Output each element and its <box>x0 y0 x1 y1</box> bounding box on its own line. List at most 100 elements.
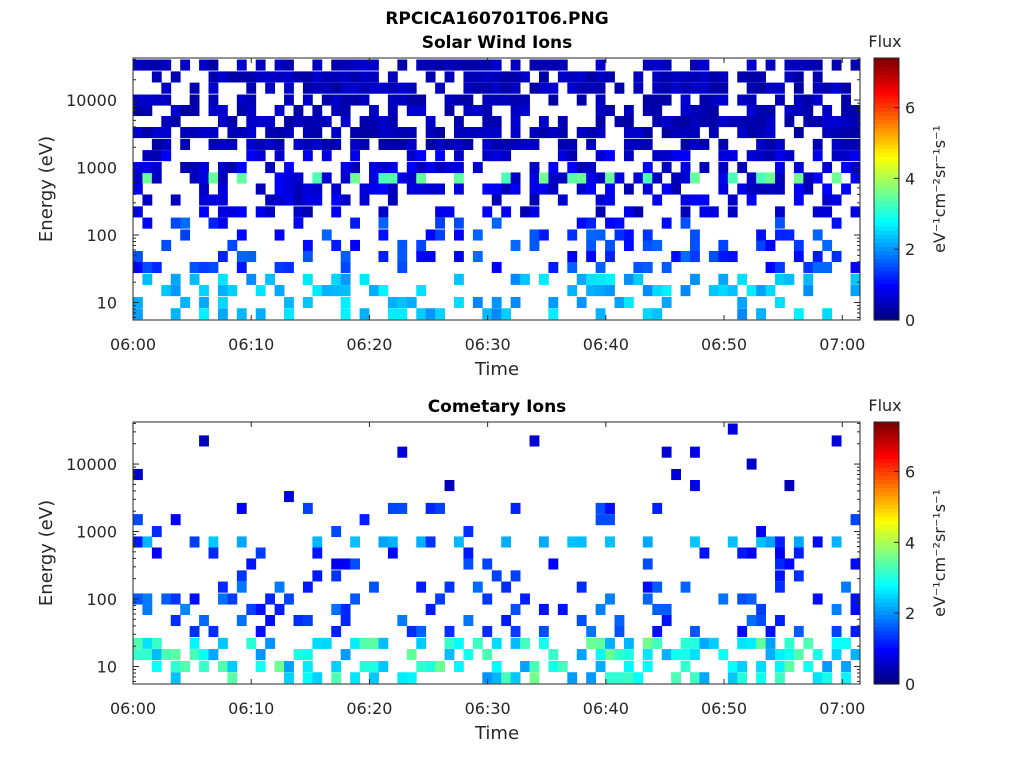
colorbar-segment <box>874 561 899 566</box>
heatmap-cell <box>623 206 634 218</box>
heatmap-cell <box>331 239 342 251</box>
heatmap-cell <box>482 672 493 684</box>
heatmap-cell <box>756 104 766 117</box>
heatmap-cell <box>605 593 615 605</box>
colorbar-segment <box>874 467 899 472</box>
heatmap-cell <box>831 172 842 184</box>
heatmap-cell <box>605 150 615 162</box>
heatmap-cell <box>690 229 700 241</box>
heatmap-cell <box>227 206 238 218</box>
x-tick-label: 06:20 <box>346 335 392 354</box>
heatmap-cell <box>274 261 285 274</box>
heatmap-cell <box>557 660 568 673</box>
heatmap-cell <box>746 116 757 128</box>
colorbar-segment <box>874 205 899 211</box>
heatmap-cell <box>369 660 379 673</box>
heatmap-cell <box>369 161 379 174</box>
heatmap-cell <box>133 649 143 661</box>
heatmap-solar-wind <box>133 59 861 320</box>
heatmap-cell <box>803 59 814 71</box>
heatmap-cell <box>586 71 597 83</box>
heatmap-cell <box>236 172 247 184</box>
colorbar-tick-label: 0 <box>905 675 915 694</box>
heatmap-cell <box>661 59 672 71</box>
heatmap-cell <box>463 138 474 150</box>
heatmap-cell <box>850 625 861 638</box>
heatmap-cell <box>605 273 615 285</box>
heatmap-cell <box>520 71 530 83</box>
heatmap-cell <box>661 94 672 106</box>
colorbar-segment <box>874 450 899 456</box>
heatmap-cell <box>246 94 257 106</box>
heatmap-cell <box>180 296 191 309</box>
heatmap-cell <box>227 116 238 128</box>
heatmap-cell <box>812 536 823 548</box>
heatmap-cell <box>784 480 795 492</box>
heatmap-cell <box>482 593 493 605</box>
colorbar-frame <box>873 421 900 685</box>
x-tick-label: 06:50 <box>701 335 747 354</box>
heatmap-cell <box>255 71 266 83</box>
heatmap-cell <box>491 261 502 274</box>
heatmap-cell <box>284 261 294 274</box>
heatmap-cell <box>614 172 625 184</box>
heatmap-cell <box>510 127 521 139</box>
colorbar-tick-label: 2 <box>905 240 915 259</box>
heatmap-cell <box>841 637 851 649</box>
heatmap-cell <box>463 71 474 83</box>
heatmap-cell <box>812 229 823 241</box>
heatmap-cell <box>642 308 653 320</box>
heatmap-cell <box>850 206 861 218</box>
heatmap-cell <box>321 138 332 150</box>
heatmap-cell <box>170 71 181 83</box>
heatmap-cell <box>387 82 398 94</box>
heatmap-cell <box>293 183 304 195</box>
heatmap-cell <box>803 104 814 117</box>
heatmap-cell <box>548 308 559 320</box>
heatmap-cell <box>255 206 266 218</box>
heatmap-cell <box>217 172 228 184</box>
x-tick-label: 06:00 <box>110 335 156 354</box>
heatmap-cell <box>699 161 710 174</box>
heatmap-cell <box>425 116 436 128</box>
colorbar-segment <box>874 614 899 620</box>
heatmap-cell <box>822 183 833 195</box>
heatmap-cell <box>831 625 842 638</box>
colorbar-segment <box>874 135 899 141</box>
heatmap-cell <box>359 127 370 139</box>
heatmap-cell <box>265 593 276 605</box>
heatmap-cell <box>699 71 710 83</box>
heatmap-cell <box>756 183 766 195</box>
x-axis-label-solar-wind: Time <box>474 359 519 380</box>
heatmap-cell <box>690 480 700 492</box>
heatmap-cell <box>501 308 512 320</box>
heatmap-cell <box>435 217 445 229</box>
heatmap-cell <box>359 116 370 128</box>
heatmap-cell <box>841 82 851 94</box>
heatmap-cell <box>727 660 738 673</box>
heatmap-cell <box>142 261 153 274</box>
heatmap-cell <box>501 581 512 593</box>
colorbar-segment <box>874 217 899 223</box>
colorbar-segment <box>874 565 899 570</box>
heatmap-cell <box>822 206 833 218</box>
heatmap-cell <box>133 206 143 218</box>
heatmap-cell <box>151 172 162 184</box>
heatmap-cell <box>133 261 143 274</box>
heatmap-cell <box>775 296 785 309</box>
heatmap-cell <box>340 116 351 128</box>
heatmap-cell <box>841 138 851 150</box>
heatmap-cell <box>208 138 219 150</box>
heatmap-cell <box>850 514 861 526</box>
heatmap-cell <box>586 82 597 94</box>
heatmap-cell <box>671 127 682 139</box>
heatmap-cell <box>850 116 861 128</box>
heatmap-cell <box>217 138 228 150</box>
heatmap-cell <box>435 127 445 139</box>
heatmap-cell <box>454 150 464 162</box>
heatmap-cell <box>812 649 823 661</box>
x-tick-label: 06:30 <box>465 335 511 354</box>
heatmap-cell <box>236 502 247 514</box>
heatmap-cell <box>727 536 738 548</box>
heatmap-cell <box>397 59 408 71</box>
